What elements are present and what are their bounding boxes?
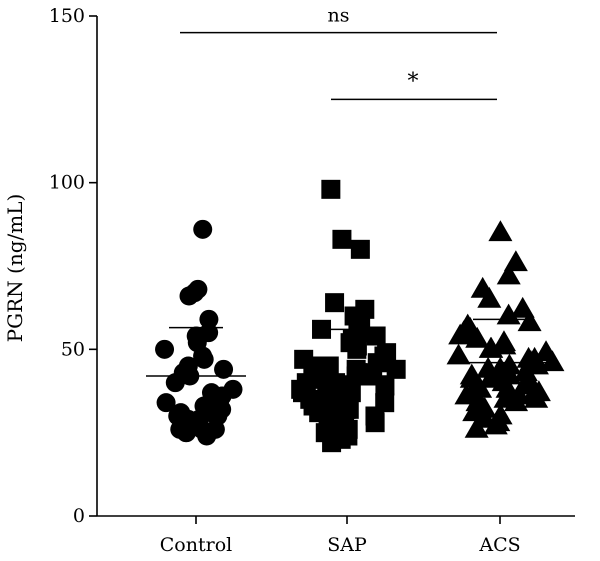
control-point [199,309,219,329]
y-tick-label: 100 [49,172,85,194]
acs-point [492,333,517,355]
acs-point [483,413,508,435]
significance-label: ns [328,5,350,27]
sap-point [386,359,406,379]
control-point [214,359,234,379]
acs-point [478,336,503,358]
acs-point [488,220,513,242]
sap-point [375,376,395,396]
acs-point [504,390,529,412]
sap-point [322,433,342,453]
acs-point [448,323,473,345]
y-tick-label: 50 [61,338,85,360]
significance-label: * [408,69,419,94]
acs-point [496,263,521,285]
acs-point [478,366,503,388]
sap-point [325,293,345,313]
acs-point [464,416,489,438]
control-point [177,423,197,443]
control-point [197,426,217,446]
control-point [179,286,199,306]
acs-point [477,286,502,308]
y-tick-label: 0 [73,505,85,527]
plot-area: ns * [146,5,565,453]
acs-point [465,326,490,348]
acs-point [524,386,549,408]
x-tick-label: Control [160,534,232,556]
x-tick-label: SAP [327,534,367,556]
y-tick-label: 150 [49,5,85,27]
y-axis-label: PGRN (ng/mL) [3,194,27,343]
sap-point [365,413,385,433]
control-point [194,349,214,369]
control-point [155,339,175,359]
sap-point [321,179,341,199]
control-point [193,219,213,239]
axes: 0 50 100 150 Control SAP ACS [49,5,575,556]
sap-point [366,326,386,346]
control-point [156,393,176,413]
acs-point [517,310,542,332]
control-point [165,373,185,393]
sap-point [332,229,352,249]
sap-point [347,339,367,359]
x-tick-label: ACS [478,534,520,556]
acs-point [446,343,471,365]
acs-point [540,350,565,372]
acs-point [495,376,520,398]
acs-point [468,376,493,398]
sap-point [350,239,370,259]
